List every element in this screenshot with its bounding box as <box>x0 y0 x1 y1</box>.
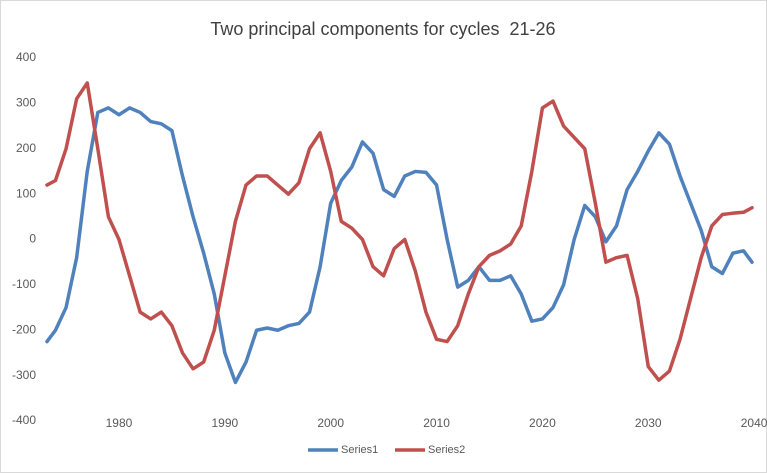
x-tick-label: 2010 <box>423 416 450 430</box>
y-tick-label: -200 <box>12 322 36 336</box>
x-tick-label: 1990 <box>211 416 238 430</box>
y-tick-label: 0 <box>29 232 36 246</box>
y-tick-label: 300 <box>16 96 36 110</box>
y-tick-label: -400 <box>12 413 36 427</box>
y-tick-label: 100 <box>16 186 36 200</box>
x-tick-label: 2040 <box>741 416 767 430</box>
y-tick-label: 200 <box>16 141 36 155</box>
x-tick-label: 2030 <box>635 416 662 430</box>
legend-label: Series2 <box>428 444 465 456</box>
x-tick-label: 2020 <box>529 416 556 430</box>
chart-title: Two principal components for cycles 21-2… <box>210 19 555 39</box>
x-tick-label: 1980 <box>106 416 133 430</box>
series-line <box>45 81 754 382</box>
y-tick-label: -100 <box>12 277 36 291</box>
legend-label: Series1 <box>341 444 378 456</box>
y-tick-label: -300 <box>12 368 36 382</box>
x-tick-label: 2000 <box>317 416 344 430</box>
series-line <box>45 106 754 385</box>
y-tick-label: 400 <box>16 50 36 64</box>
